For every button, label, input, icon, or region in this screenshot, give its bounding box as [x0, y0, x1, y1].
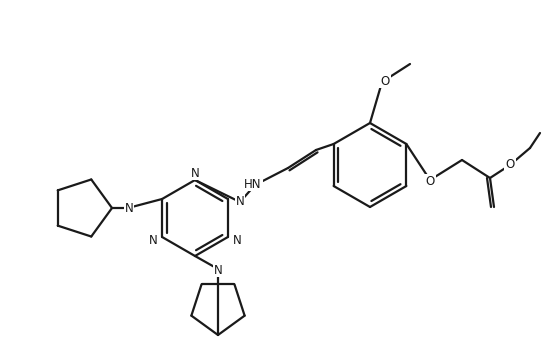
Text: N: N — [191, 167, 199, 179]
Text: O: O — [380, 75, 390, 87]
Text: O: O — [505, 158, 514, 170]
Text: N: N — [233, 235, 241, 247]
Text: N: N — [149, 235, 158, 247]
Text: N: N — [236, 195, 244, 208]
Text: N: N — [214, 263, 222, 277]
Text: O: O — [425, 175, 435, 187]
Text: HN: HN — [244, 178, 262, 191]
Text: N: N — [125, 202, 133, 214]
